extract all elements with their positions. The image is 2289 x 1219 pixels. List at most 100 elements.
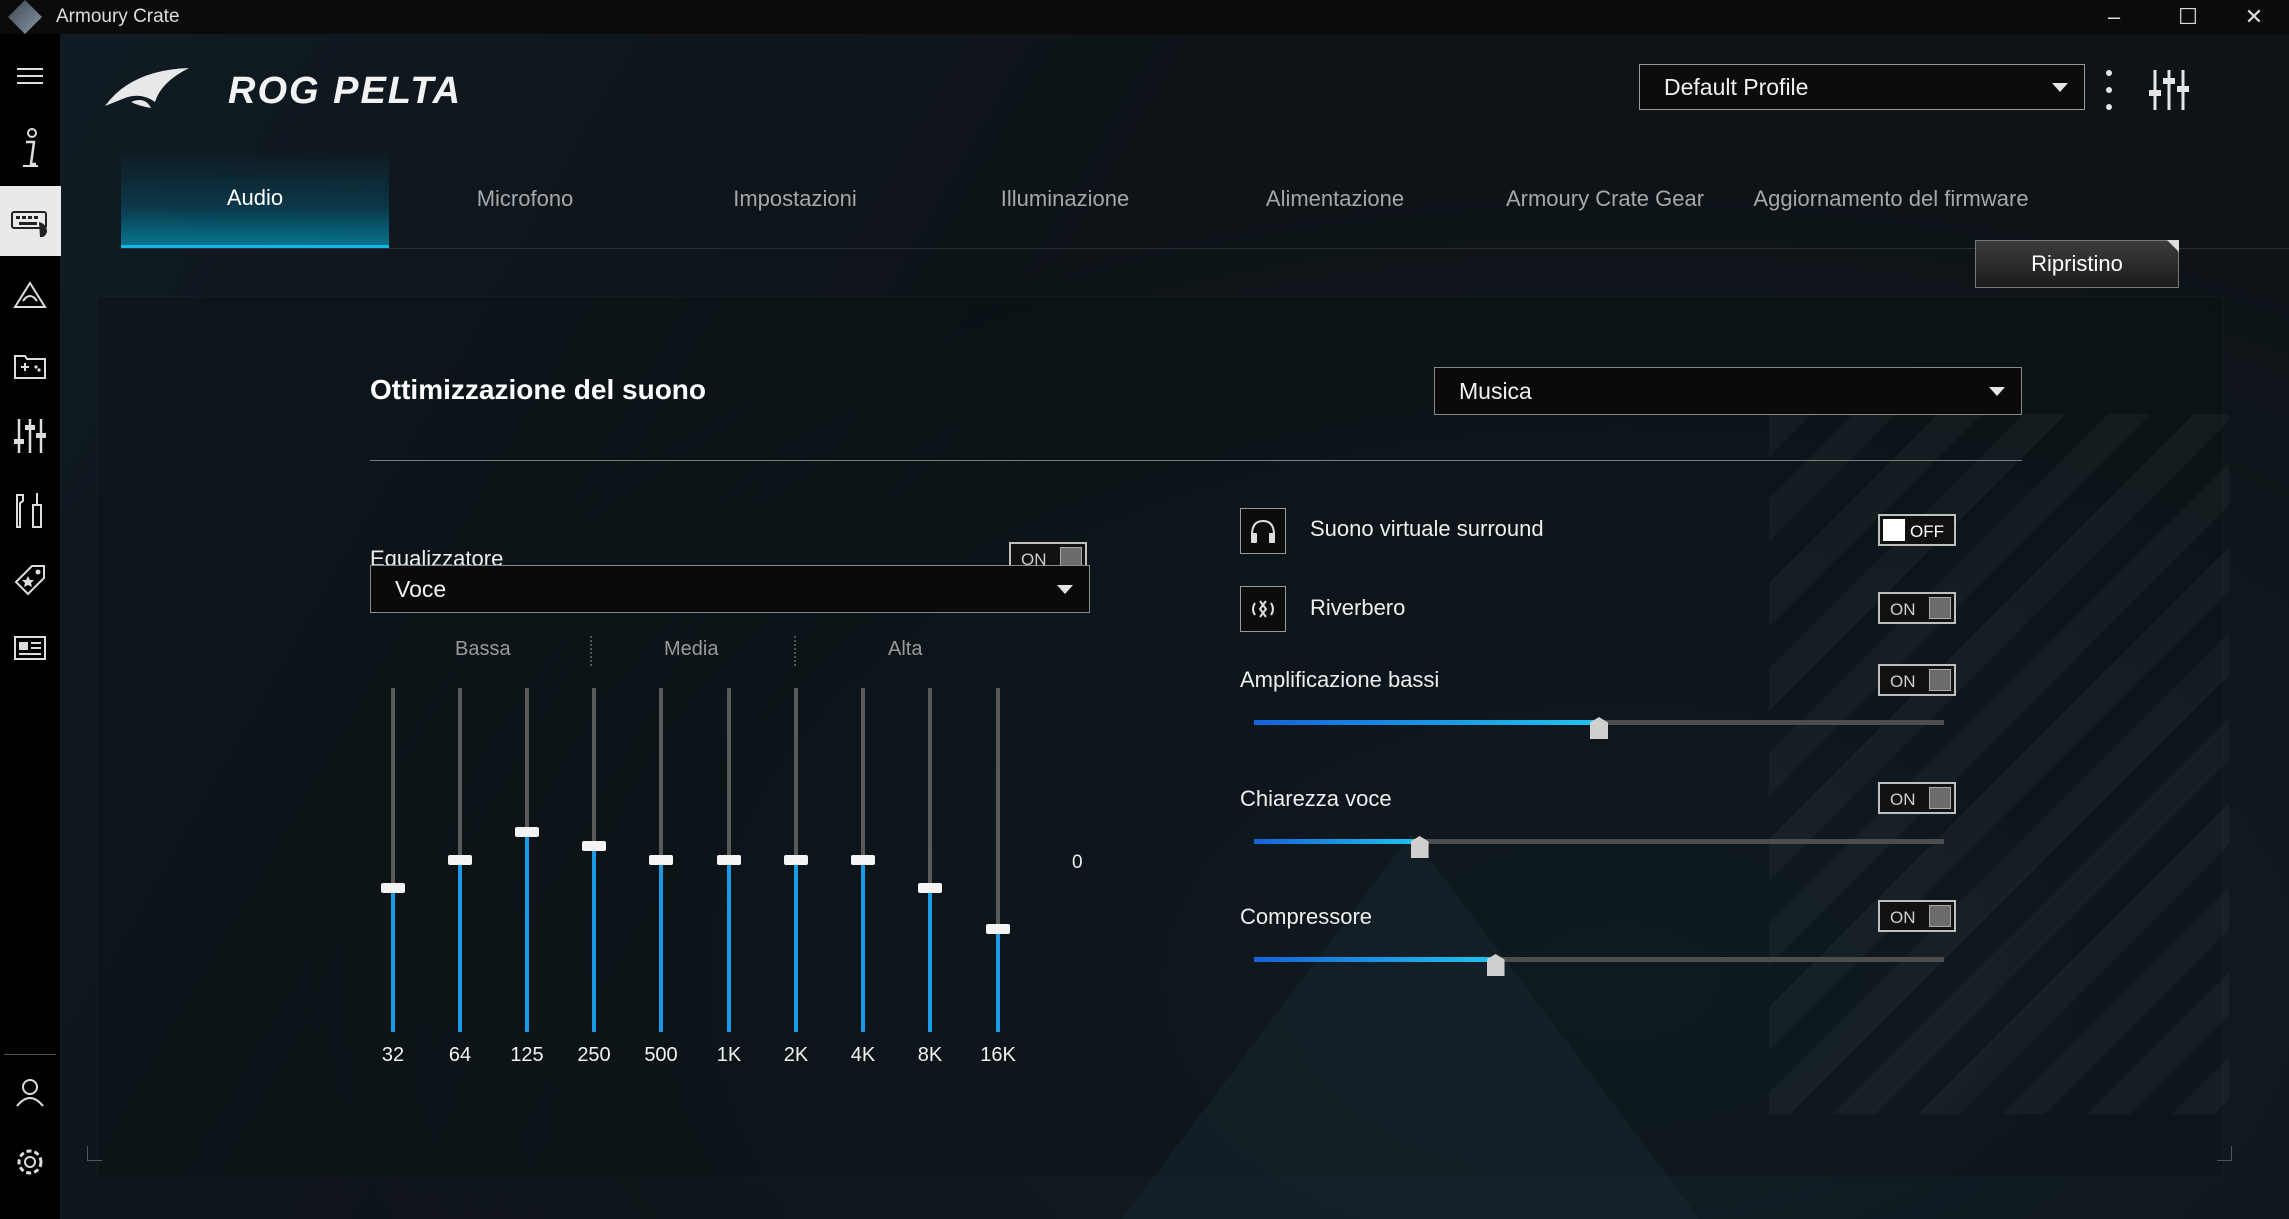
surround-toggle-state: OFF bbox=[1910, 522, 1944, 541]
equalizer-toggle-state: ON bbox=[1021, 550, 1047, 569]
minimize-button[interactable]: – bbox=[2107, 4, 2121, 29]
surround-toggle[interactable]: OFF bbox=[1878, 514, 1956, 546]
tab-microphone[interactable]: Microfono bbox=[476, 186, 574, 211]
sidebar-divider bbox=[4, 1054, 56, 1055]
main-content: ROG PELTA Default Profile Audio Microfon… bbox=[61, 34, 2289, 1219]
toggle-knob bbox=[1929, 597, 1951, 619]
tab-settings[interactable]: Impostazioni bbox=[733, 186, 857, 211]
sound-mode-value: Musica bbox=[1459, 377, 1532, 404]
slider-fill bbox=[1254, 720, 1599, 725]
profile-select[interactable]: Default Profile bbox=[1639, 64, 2085, 110]
eq-freq-label: 32 bbox=[381, 1044, 405, 1066]
chevron-down-icon bbox=[2052, 83, 2068, 92]
corner-mark bbox=[2217, 1146, 2232, 1161]
eq-slider-fill bbox=[659, 860, 663, 1032]
eq-slider-thumb[interactable] bbox=[515, 827, 539, 838]
aura-icon[interactable] bbox=[0, 266, 60, 326]
voice-clarity-toggle[interactable]: ON bbox=[1878, 782, 1956, 814]
eq-slider-fill bbox=[458, 860, 462, 1032]
eq-slider-125[interactable] bbox=[515, 688, 539, 1032]
mixer-sliders-icon[interactable] bbox=[2147, 64, 2191, 114]
device-icon[interactable] bbox=[0, 186, 62, 256]
chevron-down-icon bbox=[1989, 387, 2005, 396]
slider-fill bbox=[1254, 839, 1420, 844]
reverb-label: Riverbero bbox=[1310, 595, 1406, 620]
slider-thumb[interactable] bbox=[1590, 717, 1608, 739]
eq-slider-thumb[interactable] bbox=[381, 882, 405, 893]
toggle-knob bbox=[1929, 669, 1951, 691]
compressor-slider[interactable] bbox=[1254, 954, 1944, 976]
eq-slider-thumb[interactable] bbox=[851, 855, 875, 865]
eq-freq-label: 1K bbox=[716, 1044, 742, 1066]
background-panel bbox=[97, 296, 2223, 1178]
eq-freq-label: 16K bbox=[980, 1044, 1016, 1066]
sound-mode-select[interactable]: Musica bbox=[1434, 367, 2022, 415]
slider-thumb[interactable] bbox=[1486, 954, 1505, 976]
maximize-button[interactable]: ☐ bbox=[2178, 4, 2198, 29]
profile-select-value: Default Profile bbox=[1664, 73, 1809, 100]
zero-level-label: 0 bbox=[1072, 852, 1083, 873]
eq-slider-thumb[interactable] bbox=[986, 923, 1010, 934]
toggle-knob bbox=[1883, 519, 1905, 541]
eq-slider-fill bbox=[525, 832, 529, 1032]
eq-slider-1K[interactable] bbox=[717, 688, 741, 1032]
settings-sliders-icon[interactable] bbox=[0, 406, 60, 466]
bass-boost-slider[interactable] bbox=[1254, 717, 1944, 739]
eq-freq-label: 64 bbox=[448, 1044, 472, 1066]
section-title: Ottimizzazione del suono bbox=[370, 374, 707, 405]
user-account-icon[interactable] bbox=[0, 1062, 60, 1122]
eq-slider-4K[interactable] bbox=[851, 688, 875, 1032]
eq-slider-thumb[interactable] bbox=[784, 855, 808, 865]
eq-slider-8K[interactable] bbox=[918, 688, 942, 1032]
tab-lighting[interactable]: Illuminazione bbox=[1000, 186, 1130, 211]
band-label-high: Alta bbox=[888, 638, 923, 660]
eq-slider-2K[interactable] bbox=[784, 688, 808, 1032]
reverb-toggle[interactable]: ON bbox=[1878, 592, 1956, 624]
game-library-icon[interactable] bbox=[0, 336, 60, 396]
eq-slider-16K[interactable] bbox=[986, 688, 1010, 1032]
reset-button[interactable]: Ripristino bbox=[1975, 240, 2179, 288]
eq-slider-500[interactable] bbox=[649, 688, 673, 1032]
bass-boost-label: Amplificazione bassi bbox=[1240, 667, 1440, 692]
eq-slider-250[interactable] bbox=[582, 688, 606, 1032]
equalizer-preset-select[interactable]: Voce bbox=[370, 565, 1090, 613]
eq-slider-thumb[interactable] bbox=[448, 855, 472, 865]
info-icon[interactable] bbox=[0, 118, 60, 178]
app-settings-icon[interactable] bbox=[0, 1132, 60, 1192]
tab-power[interactable]: Alimentazione bbox=[1265, 186, 1405, 211]
news-icon[interactable] bbox=[0, 618, 60, 678]
bass-boost-toggle-state: ON bbox=[1890, 672, 1916, 691]
headphones-icon bbox=[1240, 508, 1286, 554]
close-button[interactable]: ✕ bbox=[2244, 4, 2264, 29]
tab-armoury-crate-gear[interactable]: Armoury Crate Gear bbox=[1505, 186, 1705, 211]
compressor-label: Compressore bbox=[1240, 904, 1373, 929]
bass-boost-toggle[interactable]: ON bbox=[1878, 664, 1956, 696]
eq-slider-thumb[interactable] bbox=[717, 855, 741, 865]
menu-icon[interactable] bbox=[0, 46, 60, 106]
compressor-toggle[interactable]: ON bbox=[1878, 900, 1956, 932]
eq-slider-64[interactable] bbox=[448, 688, 472, 1032]
eq-slider-thumb[interactable] bbox=[918, 882, 942, 893]
eq-freq-label: 8K bbox=[917, 1044, 943, 1066]
eq-slider-fill bbox=[996, 928, 1000, 1032]
background-stripes bbox=[1769, 414, 2229, 1114]
eq-freq-label: 500 bbox=[644, 1044, 678, 1066]
tab-firmware-update[interactable]: Aggiornamento del firmware bbox=[1753, 186, 2029, 211]
deals-tag-icon[interactable] bbox=[0, 550, 60, 610]
device-name: ROG PELTA bbox=[228, 70, 463, 112]
armoury-crate-logo-icon bbox=[8, 0, 42, 34]
slider-thumb[interactable] bbox=[1410, 836, 1429, 858]
more-options-icon[interactable] bbox=[2101, 70, 2117, 110]
tab-audio[interactable]: Audio bbox=[121, 150, 389, 248]
corner-mark bbox=[87, 1146, 102, 1161]
eq-slider-thumb[interactable] bbox=[582, 841, 606, 852]
tools-icon[interactable] bbox=[0, 480, 60, 540]
equalizer-preset-value: Voce bbox=[395, 575, 447, 602]
band-label-mid: Media bbox=[664, 638, 719, 660]
chevron-down-icon bbox=[1057, 585, 1073, 594]
eq-slider-thumb[interactable] bbox=[649, 855, 673, 865]
compressor-toggle-state: ON bbox=[1890, 908, 1916, 927]
voice-clarity-slider[interactable] bbox=[1254, 836, 1944, 858]
reverb-icon bbox=[1240, 586, 1286, 632]
eq-slider-32[interactable] bbox=[381, 688, 405, 1032]
